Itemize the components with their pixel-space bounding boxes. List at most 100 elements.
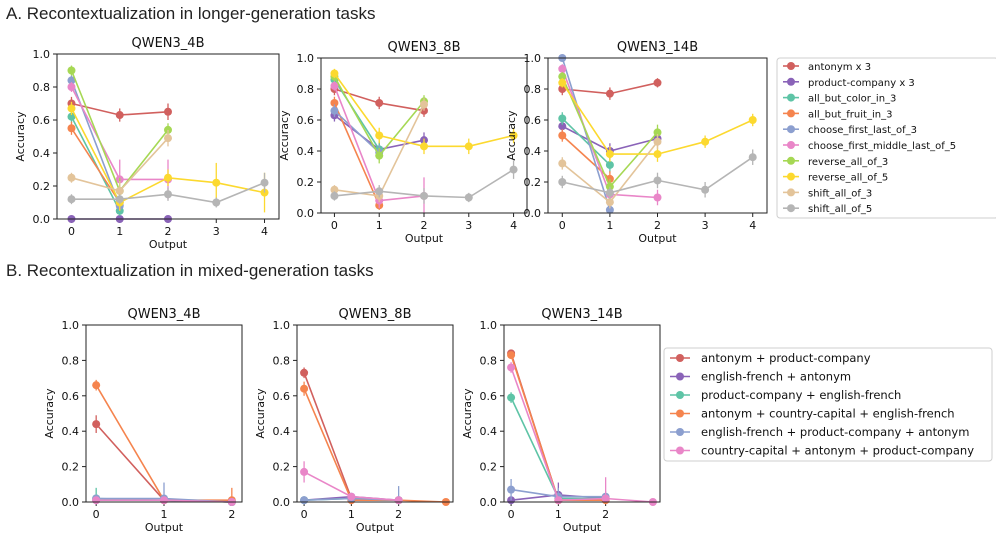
x-tick-label: 0 bbox=[508, 508, 515, 521]
series-shift-all-of-3 bbox=[67, 129, 172, 201]
legend-swatch-marker bbox=[787, 77, 795, 86]
x-axis-label: Output bbox=[563, 521, 602, 534]
x-tick-label: 0 bbox=[559, 219, 566, 232]
y-tick-label: 0.2 bbox=[273, 461, 291, 474]
section-a-title: A. Recontextualization in longer-generat… bbox=[6, 4, 376, 23]
legend-label: all_but_color_in_3 bbox=[808, 94, 896, 105]
y-tick-label: 0.0 bbox=[297, 207, 315, 220]
data-point bbox=[558, 178, 567, 186]
series-line bbox=[510, 367, 653, 503]
data-point bbox=[558, 72, 567, 81]
legend-swatch-marker bbox=[787, 156, 795, 165]
legend-item: choose_first_last_of_3 bbox=[783, 125, 917, 136]
y-tick-label: 0.4 bbox=[33, 147, 51, 160]
x-tick-label: 1 bbox=[606, 219, 613, 232]
legend-item: antonym + product-company bbox=[670, 351, 871, 365]
x-tick-label: 2 bbox=[228, 508, 235, 521]
legend-swatch-marker bbox=[787, 188, 795, 197]
data-point bbox=[300, 467, 309, 476]
y-tick-label: 0.2 bbox=[33, 180, 51, 193]
y-tick-label: 0.6 bbox=[62, 390, 80, 403]
y-tick-label: 1.0 bbox=[297, 52, 315, 65]
data-point bbox=[701, 137, 710, 146]
data-point bbox=[347, 492, 356, 501]
x-axis-label: Output bbox=[405, 232, 444, 245]
x-tick-label: 2 bbox=[602, 508, 609, 521]
x-tick-label: 0 bbox=[331, 219, 338, 232]
y-tick-label: 0.0 bbox=[33, 213, 51, 226]
x-tick-label: 1 bbox=[555, 508, 562, 521]
series-antonym-country-capital-english-french bbox=[300, 381, 450, 506]
data-point bbox=[330, 81, 339, 90]
x-tick-label: 1 bbox=[376, 219, 383, 232]
chart-title: QWEN3_8B bbox=[388, 40, 461, 55]
data-point bbox=[164, 173, 172, 182]
data-point bbox=[330, 185, 339, 194]
legend-item: product-company x 3 bbox=[783, 77, 915, 89]
data-point bbox=[92, 420, 101, 429]
x-axis-label: Output bbox=[145, 521, 184, 534]
y-tick-label: 0.0 bbox=[62, 496, 80, 509]
legend-label: english-french + antonym bbox=[701, 370, 851, 384]
legend-item: english-french + antonym bbox=[670, 370, 851, 384]
legend-label: choose_first_last_of_3 bbox=[808, 125, 917, 136]
legend-swatch-marker bbox=[676, 391, 684, 399]
series-line bbox=[561, 57, 611, 211]
data-point bbox=[330, 69, 339, 78]
data-point bbox=[164, 134, 172, 143]
y-tick-label: 0.2 bbox=[480, 461, 498, 474]
y-tick-label: 0.0 bbox=[524, 207, 542, 220]
series-line bbox=[303, 388, 446, 503]
y-tick-label: 0.4 bbox=[273, 425, 291, 438]
y-tick-label: 0.6 bbox=[273, 390, 291, 403]
series-shift-all-of-5 bbox=[558, 149, 757, 200]
data-point bbox=[67, 66, 76, 75]
x-tick-label: 2 bbox=[654, 219, 661, 232]
x-tick-label: 4 bbox=[510, 219, 517, 232]
series-shift-all-of-5 bbox=[330, 160, 518, 204]
legend-label: product-company + english-french bbox=[701, 388, 901, 402]
data-point bbox=[67, 76, 76, 85]
legend-swatch-marker bbox=[787, 93, 795, 102]
legend-item: reverse_all_of_3 bbox=[783, 156, 888, 168]
data-point bbox=[394, 496, 403, 505]
legend-item: product-company + english-french bbox=[670, 388, 901, 402]
legend-item: antonym x 3 bbox=[783, 62, 871, 73]
legend-item: reverse_all_of_5 bbox=[783, 172, 888, 184]
data-point bbox=[67, 104, 76, 113]
data-point bbox=[420, 100, 428, 109]
data-point bbox=[653, 78, 662, 87]
y-axis-label: Accuracy bbox=[254, 388, 267, 439]
data-point bbox=[300, 496, 309, 505]
legend-frame bbox=[776, 57, 996, 219]
chart-a2: QWEN3_8B 0.0 0.2 0.4 0.6 0.8 1.0 0 1 2 3 4 Output Acc… bbox=[278, 40, 528, 245]
data-point bbox=[92, 496, 101, 505]
data-point bbox=[92, 381, 101, 390]
data-point bbox=[300, 384, 309, 393]
y-tick-label: 0.8 bbox=[62, 354, 80, 367]
data-point bbox=[375, 98, 384, 107]
legend-label: all_but_fruit_in_3 bbox=[808, 109, 892, 120]
legend-item: country-capital + antonym + product-comp… bbox=[670, 444, 974, 458]
y-tick-label: 0.8 bbox=[33, 81, 51, 94]
legend-label: reverse_all_of_3 bbox=[808, 157, 888, 168]
chart-title: QWEN3_14B bbox=[541, 307, 622, 322]
y-tick-label: 1.0 bbox=[524, 52, 542, 65]
data-point bbox=[558, 122, 567, 131]
data-point bbox=[653, 137, 662, 146]
y-tick-label: 1.0 bbox=[62, 319, 80, 332]
y-tick-label: 0.0 bbox=[273, 496, 291, 509]
y-tick-label: 0.6 bbox=[524, 114, 542, 127]
legend-swatch-marker bbox=[787, 172, 795, 181]
x-tick-label: 0 bbox=[301, 508, 308, 521]
plot-frame bbox=[547, 57, 768, 214]
x-axis-label: Output bbox=[638, 232, 677, 245]
x-tick-label: 3 bbox=[465, 219, 472, 232]
y-axis-label: Accuracy bbox=[505, 110, 518, 161]
legend-swatch-marker bbox=[787, 204, 795, 213]
data-point bbox=[605, 188, 614, 197]
x-tick-label: 0 bbox=[68, 225, 75, 238]
y-tick-label: 0.8 bbox=[480, 354, 498, 367]
series-country-capital-antonym-product-company bbox=[300, 461, 403, 505]
